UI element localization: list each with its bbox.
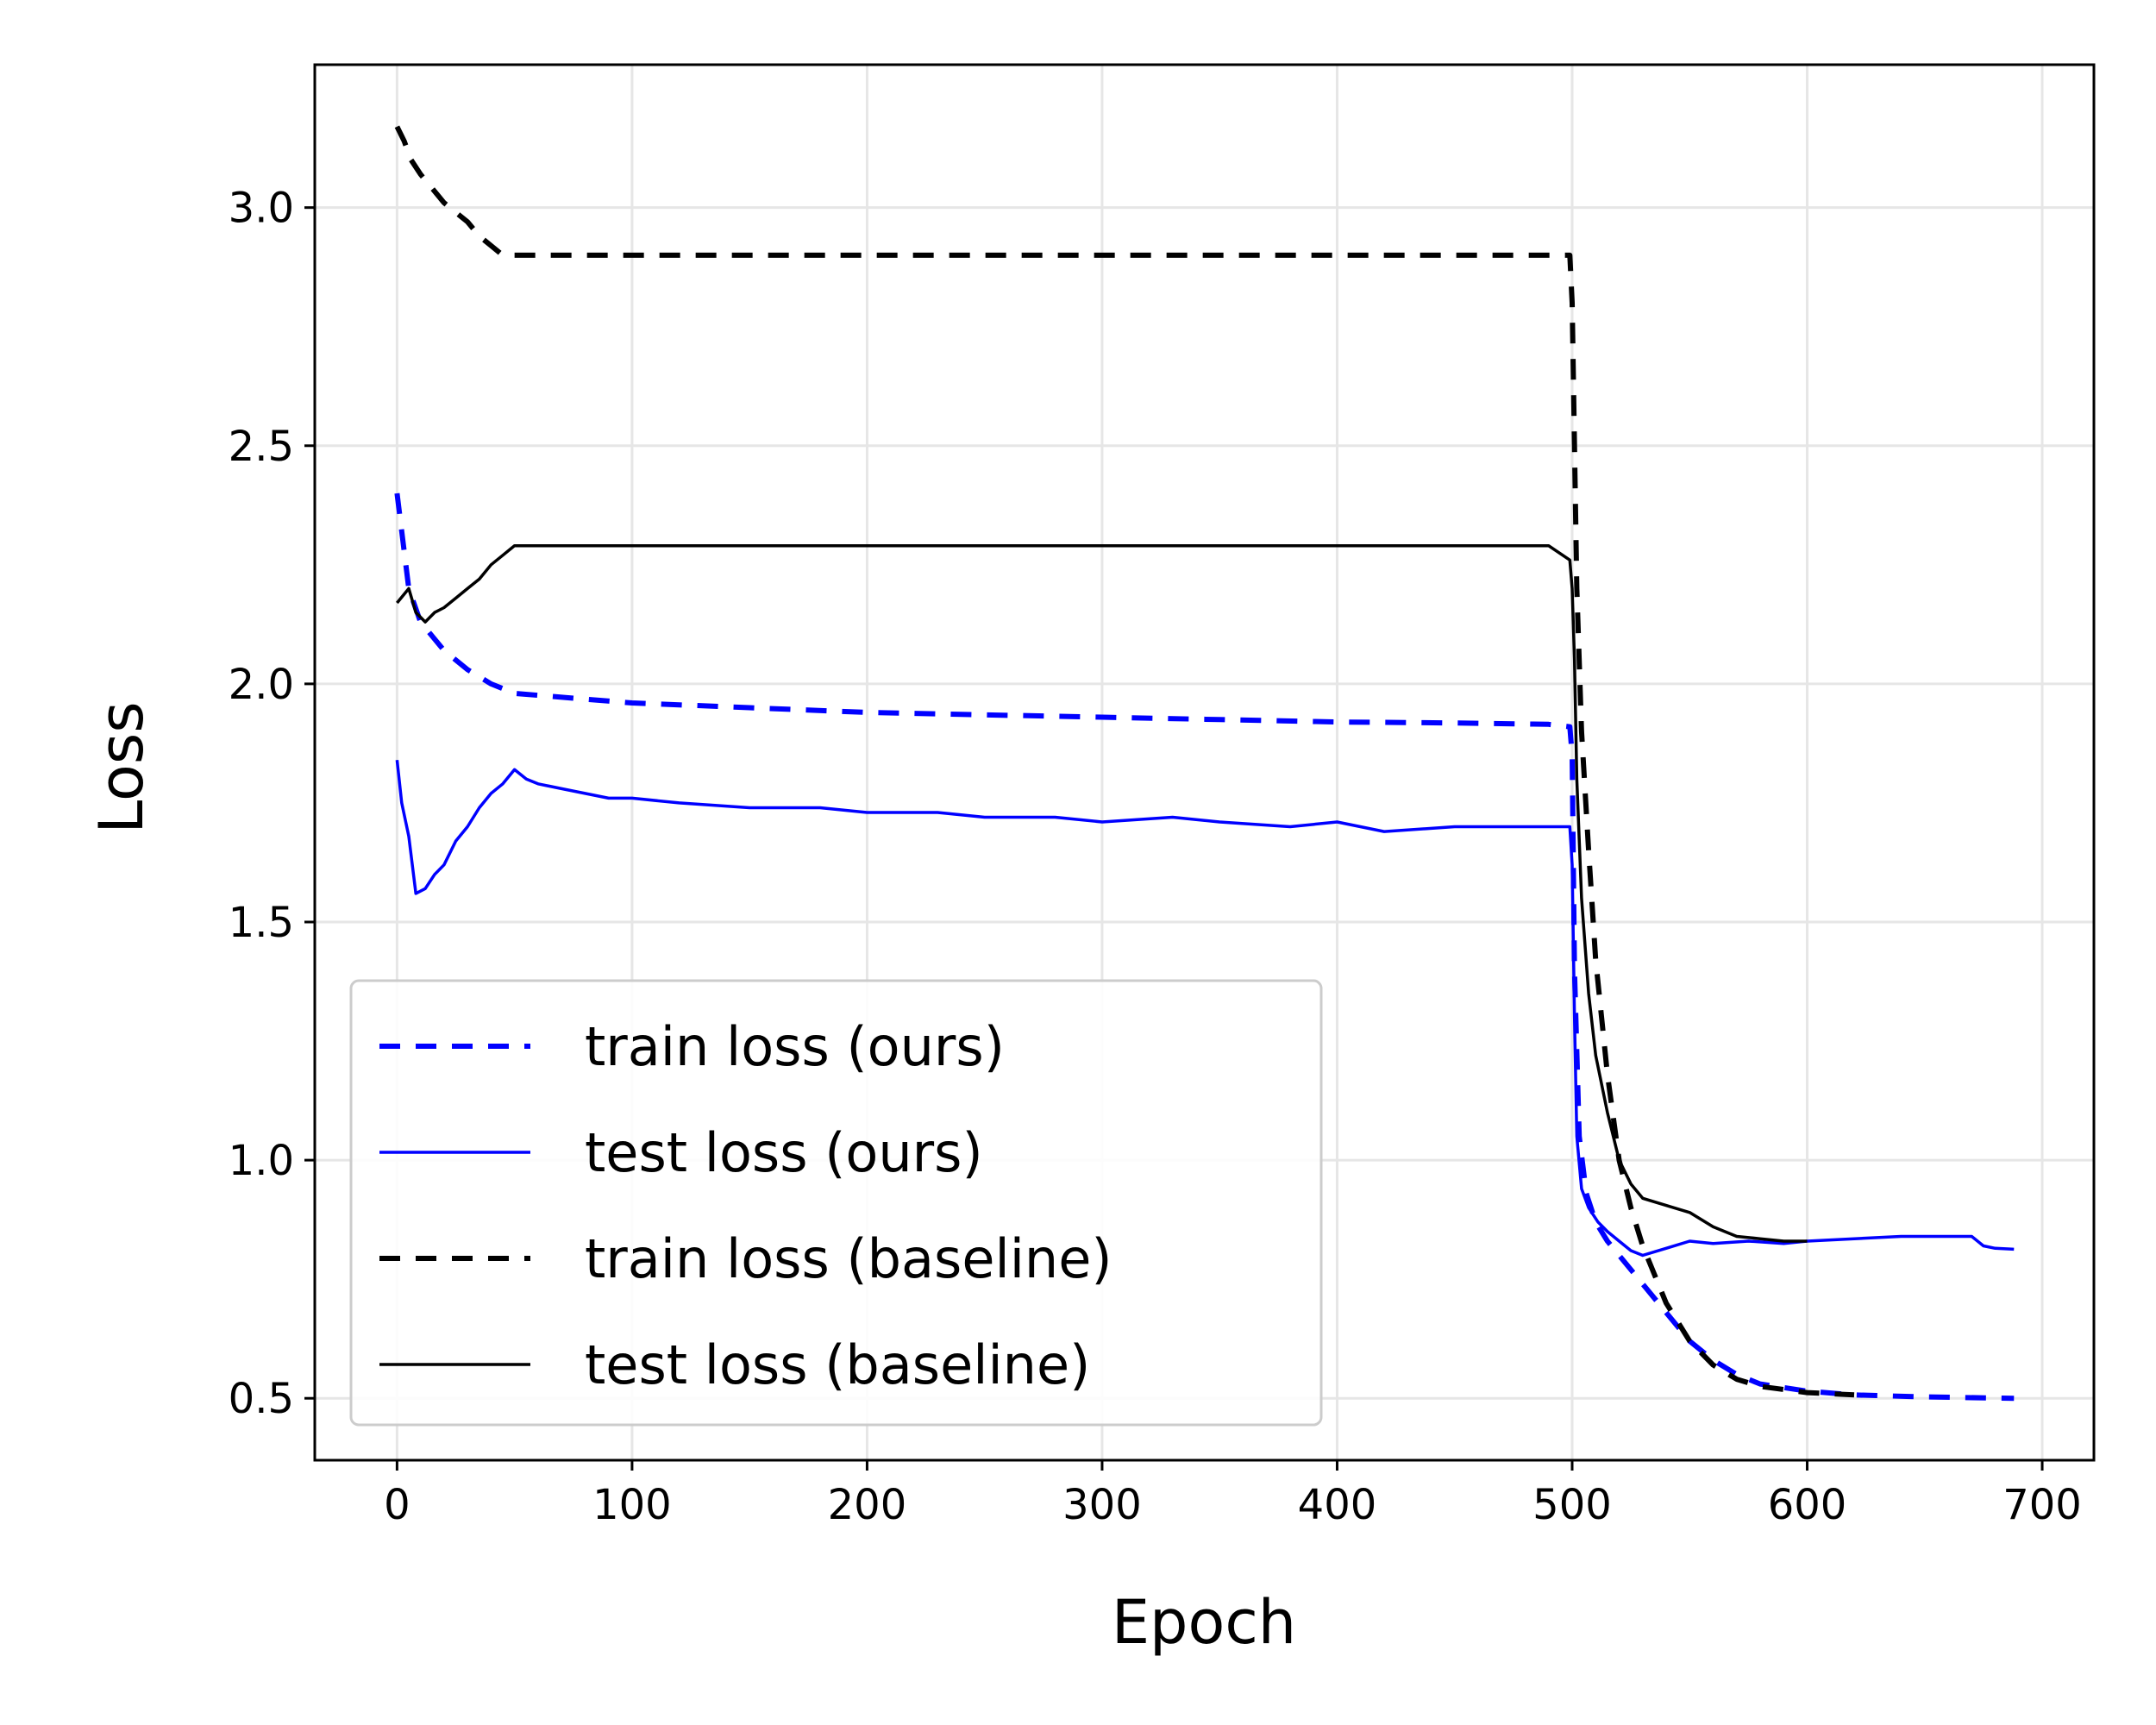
data-series [394,125,2015,1402]
y-axis-label: Loss [86,701,157,834]
x-axis-label: Epoch [1112,1587,1296,1658]
legend-label: train loss (ours) [585,1015,1005,1078]
x-tick-label: 400 [1298,1481,1377,1529]
x-tick-label: 300 [1062,1481,1142,1529]
y-tick-label: 3.0 [229,185,294,233]
series-line-test-loss-baseline [396,543,1808,1243]
y-tick-label: 1.5 [229,899,294,947]
series-line-train-loss-ours [394,492,2015,1402]
legend-label: test loss (baseline) [585,1333,1090,1396]
x-tick-label: 600 [1768,1481,1847,1529]
y-tick-label: 2.0 [229,661,294,709]
x-tick-label: 700 [2002,1481,2082,1529]
axes-frame [313,63,2096,1462]
x-tick-label: 500 [1532,1481,1612,1529]
legend: train loss (ours) test loss (ours) train l… [349,979,1323,1427]
axis-ticks: 0 100 200 300 400 500 600 700 0.5 1.0 1.5 2.0 2.5 3.0 [229,185,2082,1529]
legend-label: test loss (ours) [585,1121,983,1184]
y-tick-label: 1.0 [229,1137,294,1185]
legend-label: train loss (baseline) [585,1227,1112,1290]
x-tick-label: 0 [384,1481,411,1529]
x-tick-label: 100 [592,1481,672,1529]
y-tick-label: 0.5 [229,1375,294,1423]
series-line-train-loss-baseline [394,125,1855,1398]
x-tick-label: 200 [828,1481,907,1529]
y-tick-label: 2.5 [229,423,294,471]
series-line-test-loss-ours [395,760,2015,1258]
legend-box [349,979,1323,1427]
